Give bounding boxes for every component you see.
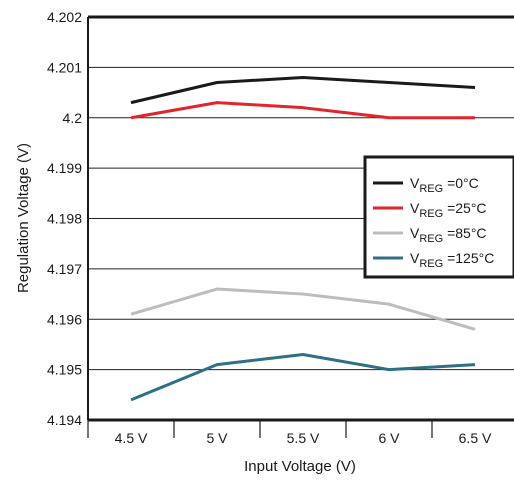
x-tick-label: 6 V: [378, 430, 400, 446]
series-layer: [130, 75, 476, 402]
y-tick-label: 4.198: [47, 211, 82, 227]
series-line: [130, 101, 475, 120]
legend-label: VREG =0°C: [410, 175, 479, 195]
legend: VREG =0°C VREG =25°C VREG =85°C VREG =125°C: [363, 155, 514, 279]
grid-layer: [88, 66, 514, 371]
y-tick-label: 4.199: [47, 160, 82, 176]
series-line: [130, 353, 476, 402]
y-tick-label: 4.197: [47, 261, 82, 277]
y-tick-label: 4.194: [47, 412, 82, 428]
series-line: [130, 287, 476, 331]
y-tick-label: 4.202: [47, 9, 82, 25]
legend-label: VREG =125°C: [410, 250, 494, 270]
x-tick-label: 4.5 V: [115, 430, 148, 446]
x-tick-label: 5.5 V: [287, 430, 320, 446]
x-tick-label: 6.5 V: [459, 430, 492, 446]
y-tick-label: 4.201: [47, 59, 82, 75]
y-tick-label: 4.2: [63, 110, 83, 126]
legend-label: VREG =25°C: [410, 200, 487, 220]
x-tick-label: 5 V: [206, 430, 228, 446]
y-tick-label: 4.195: [47, 362, 82, 378]
y-axis-title: Regulation Voltage (V): [15, 143, 32, 293]
y-tick-label: 4.196: [47, 311, 82, 327]
axis-layer: 4.194 4.195 4.196 4.197 4.198 4.199 4.2 4.201 4.…: [47, 9, 514, 446]
x-axis-title: Input Voltage (V): [244, 458, 356, 475]
series-line: [130, 75, 476, 105]
legend-label: VREG =85°C: [410, 225, 487, 245]
